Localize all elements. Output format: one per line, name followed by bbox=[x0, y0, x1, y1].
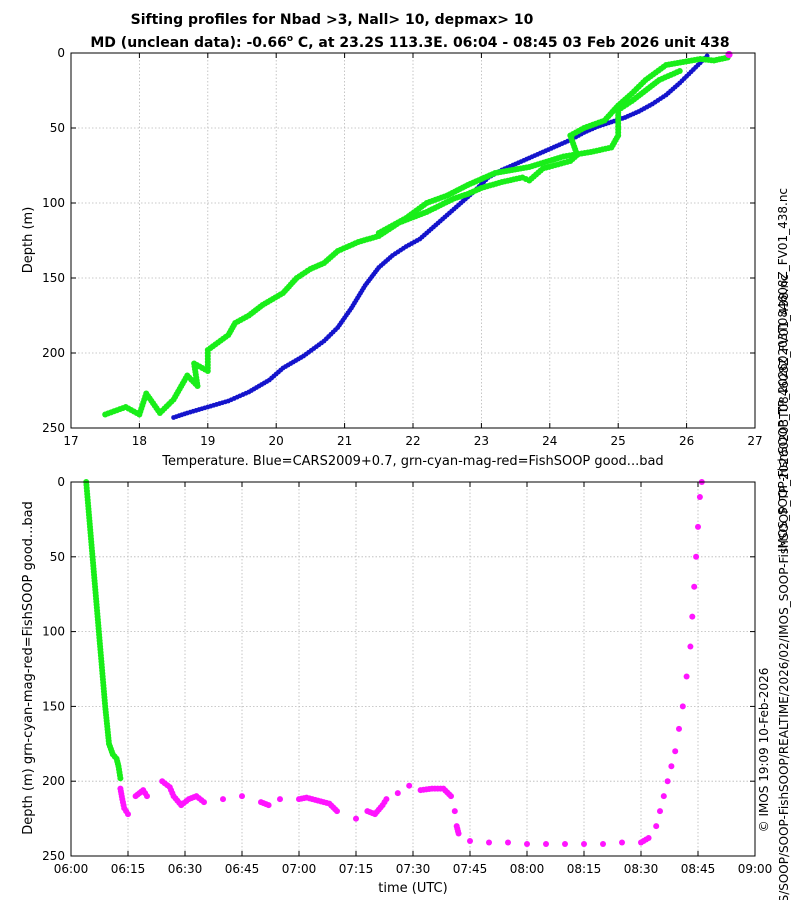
data-point bbox=[383, 796, 390, 803]
y-tick-label: 100 bbox=[42, 196, 65, 210]
data-point bbox=[696, 493, 703, 500]
x-tick-label: 07:30 bbox=[396, 862, 431, 876]
data-point bbox=[239, 793, 245, 800]
data-point bbox=[600, 841, 606, 848]
data-point bbox=[406, 782, 413, 789]
data-point bbox=[144, 793, 150, 800]
data-point bbox=[676, 725, 682, 732]
x-tick-label: 06:00 bbox=[54, 862, 89, 876]
x-tick-label: 18 bbox=[132, 434, 147, 448]
data-point bbox=[657, 808, 663, 815]
data-point bbox=[201, 799, 207, 806]
data-point bbox=[660, 793, 667, 800]
data-point bbox=[619, 839, 625, 846]
x-tick-label: 09:00 bbox=[738, 862, 773, 876]
x-tick-label: 25 bbox=[611, 434, 626, 448]
data-point bbox=[543, 841, 549, 848]
x-tick-label: 22 bbox=[405, 434, 420, 448]
bottom-plot-xlabel: time (UTC) bbox=[378, 881, 447, 896]
path-vertical-text: IMOS/SOOP/SOOP-FishSOOP/REALTIME/2026/02… bbox=[777, 274, 791, 900]
data-point bbox=[693, 553, 700, 560]
x-tick-label: 26 bbox=[679, 434, 694, 448]
data-point bbox=[664, 778, 671, 785]
x-tick-label: 20 bbox=[269, 434, 284, 448]
x-tick-label: 19 bbox=[200, 434, 215, 448]
data-point bbox=[117, 775, 124, 782]
x-tick-label: 23 bbox=[474, 434, 489, 448]
data-point bbox=[695, 523, 701, 530]
data-point bbox=[645, 835, 652, 842]
data-point bbox=[562, 841, 568, 848]
x-tick-label: 07:00 bbox=[282, 862, 317, 876]
y-tick-label: 50 bbox=[50, 550, 65, 564]
top-plot-ticks: 17 18 19 20 21 22 23 24 25 26 27 0 50 100 150 200 250 bbox=[42, 46, 763, 448]
top-plot-ylabel: Depth (m) bbox=[21, 207, 36, 274]
title-line-1: Sifting profiles for Nbad >3, Nall> 10, … bbox=[131, 12, 534, 28]
data-point bbox=[220, 796, 226, 803]
data-point bbox=[653, 823, 660, 830]
data-point bbox=[683, 673, 690, 680]
data-point bbox=[467, 838, 473, 845]
data-point bbox=[125, 811, 131, 818]
x-tick-label: 08:00 bbox=[510, 862, 545, 876]
data-point bbox=[689, 613, 696, 620]
top-plot-xlabel: Temperature. Blue=CARS2009+0.7, grn-cyan… bbox=[161, 454, 663, 469]
data-point bbox=[265, 802, 272, 809]
y-tick-label: 150 bbox=[42, 699, 65, 713]
y-tick-label: 0 bbox=[57, 475, 65, 489]
data-point bbox=[672, 748, 679, 755]
data-point bbox=[486, 839, 492, 846]
x-tick-label: 06:15 bbox=[111, 862, 146, 876]
data-point bbox=[451, 808, 458, 815]
x-tick-label: 07:45 bbox=[453, 862, 488, 876]
data-point bbox=[725, 50, 733, 59]
bottom-plot-series bbox=[83, 479, 705, 848]
y-tick-label: 200 bbox=[42, 346, 65, 360]
data-point bbox=[524, 841, 530, 848]
y-tick-label: 250 bbox=[42, 849, 65, 863]
y-tick-label: 200 bbox=[42, 774, 65, 788]
top-plot-series bbox=[102, 50, 733, 420]
data-point bbox=[353, 815, 359, 822]
x-tick-label: 06:45 bbox=[225, 862, 260, 876]
x-tick-label: 06:30 bbox=[168, 862, 203, 876]
data-point bbox=[668, 763, 675, 770]
bottom-plot-grid bbox=[71, 482, 755, 856]
filename-vertical-text: IMOS_SOOP-FishSOOP_TP_20260203T084608Z_F… bbox=[776, 188, 790, 552]
time-depth-plot: 06:00 06:15 06:30 06:45 07:00 07:15 07:30 07:45… bbox=[21, 475, 772, 896]
title-line-2: MD (unclean data): -0.66o C, at 23.2S 11… bbox=[90, 34, 729, 51]
data-point bbox=[676, 68, 683, 74]
x-tick-label: 17 bbox=[63, 434, 78, 448]
y-tick-label: 150 bbox=[42, 271, 65, 285]
x-tick-label: 27 bbox=[747, 434, 762, 448]
x-tick-label: 07:15 bbox=[339, 862, 374, 876]
bottom-plot-ylabel: Depth (m) grn-cyan-mag-red=FishSOOP good… bbox=[21, 501, 36, 835]
y-tick-label: 50 bbox=[50, 121, 65, 135]
temperature-depth-plot: 17 18 19 20 21 22 23 24 25 26 27 0 50 100 150 200 250 Te… bbox=[21, 46, 763, 469]
data-point bbox=[455, 830, 462, 837]
copyright-vertical-text: © IMOS 19:09 10-Feb-2026 bbox=[757, 668, 771, 833]
data-point bbox=[334, 808, 340, 815]
data-point bbox=[581, 841, 587, 848]
y-tick-label: 250 bbox=[42, 421, 65, 435]
x-tick-label: 24 bbox=[542, 434, 557, 448]
x-tick-label: 08:30 bbox=[624, 862, 659, 876]
data-point bbox=[448, 793, 454, 800]
x-tick-label: 08:45 bbox=[681, 862, 716, 876]
bottom-plot-ticks: 06:00 06:15 06:30 06:45 07:00 07:15 07:30 07:45… bbox=[42, 475, 772, 876]
data-point bbox=[277, 796, 283, 803]
data-point bbox=[687, 643, 694, 650]
data-point bbox=[505, 839, 511, 846]
data-point bbox=[394, 790, 401, 797]
y-tick-label: 0 bbox=[57, 46, 65, 60]
data-point bbox=[691, 583, 698, 590]
x-tick-label: 21 bbox=[337, 434, 352, 448]
y-tick-label: 100 bbox=[42, 625, 65, 639]
data-point bbox=[679, 703, 686, 710]
x-tick-label: 08:15 bbox=[567, 862, 602, 876]
